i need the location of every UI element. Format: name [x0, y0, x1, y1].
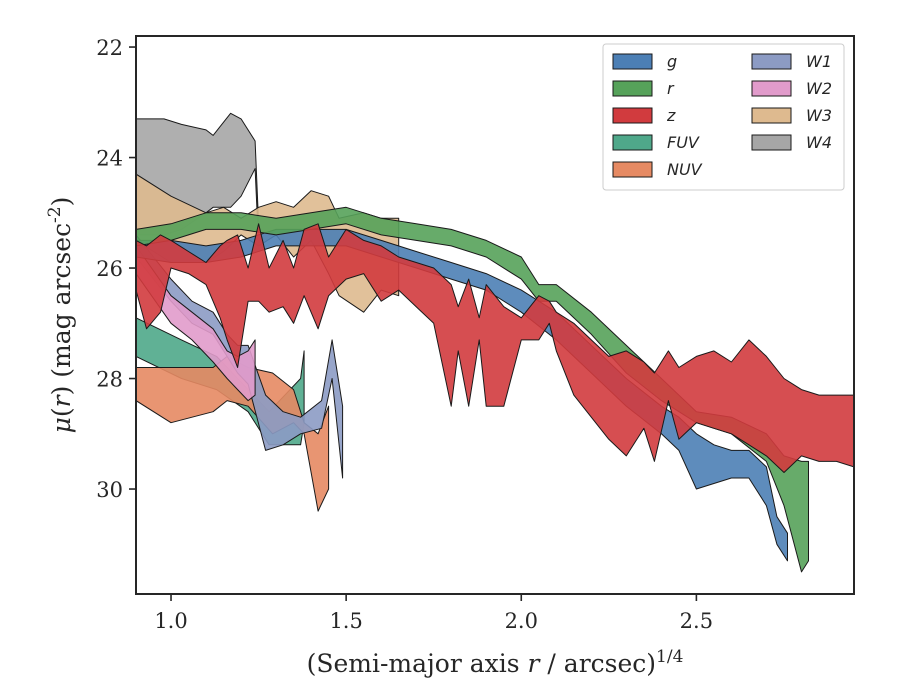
y-tick-label: 28 [96, 368, 123, 392]
legend-swatch-r [612, 80, 653, 97]
y-tick-label: 22 [96, 36, 123, 60]
legend-label-W1: W1 [806, 52, 832, 71]
y-tick-label: 26 [96, 257, 123, 281]
legend-swatch-W3 [751, 107, 792, 124]
legend-label-W4: W4 [806, 133, 832, 152]
legend-swatch-W1 [751, 53, 792, 70]
legend-swatch-FUV [612, 134, 653, 151]
plot-frame [135, 35, 855, 595]
legend-label-r: r [667, 79, 675, 98]
band-r [136, 206, 809, 573]
x-tick-label: 2.5 [680, 609, 713, 633]
legend-label-FUV: FUV [667, 133, 700, 152]
legend-label-W2: W2 [806, 79, 832, 98]
y-tick-label: 30 [96, 478, 123, 502]
legend-swatch-g [612, 53, 653, 70]
legend-label-W3: W3 [806, 106, 832, 125]
x-axis: 1.0 1.5 2.0 2.5 [154, 594, 713, 633]
chart-bands [136, 112, 854, 573]
band-z [136, 223, 854, 473]
legend-swatch-W2 [751, 80, 792, 97]
legend-swatch-W4 [751, 134, 792, 151]
legend: grz FUV NUV W1 W2 W3 W4 [602, 43, 845, 191]
legend-label-g: g [667, 52, 677, 71]
y-axis-label: μ(r) (mag arcsec-2) [45, 197, 76, 434]
y-tick-label: 24 [96, 147, 123, 171]
x-axis-label: (Semi-major axis r / arcsec)1/4 [307, 647, 684, 678]
x-tick-label: 2.0 [505, 609, 538, 633]
band-W2 [136, 245, 256, 402]
legend-swatch-NUV [612, 161, 653, 178]
y-axis: 22 24 26 28 30 [96, 36, 136, 502]
x-tick-label: 1.0 [154, 609, 187, 633]
x-tick-label: 1.5 [329, 609, 362, 633]
legend-label-NUV: NUV [667, 160, 703, 179]
legend-swatch-z [612, 107, 653, 124]
legend-label-z: z [666, 106, 676, 125]
